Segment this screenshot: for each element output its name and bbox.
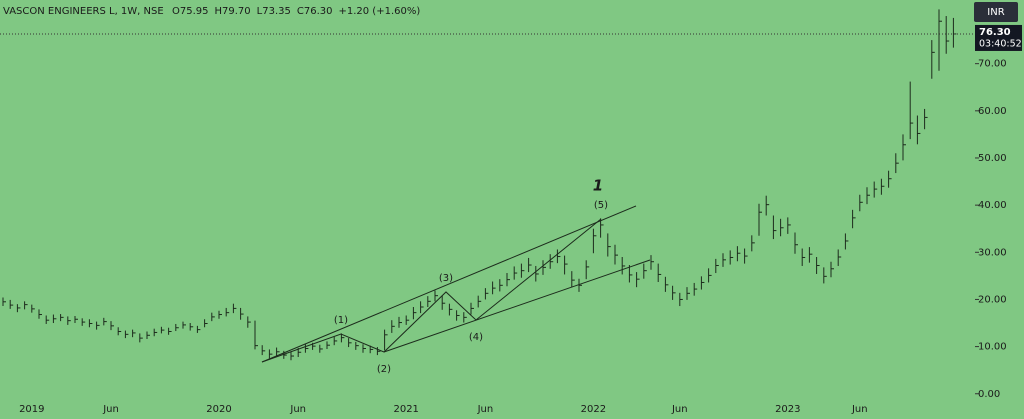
x-tick-label: Jun: [102, 404, 119, 415]
y-tick-label: 20.00: [978, 294, 1007, 305]
y-tick-label: 70.00: [978, 59, 1007, 70]
wave-label: (5): [594, 200, 608, 211]
x-tick-label: Jun: [477, 404, 494, 415]
x-tick-label: 2022: [581, 404, 606, 415]
ohlc-value: C76.30: [297, 6, 333, 17]
drawings: [261, 205, 651, 363]
y-tick-label: 30.00: [978, 247, 1007, 258]
x-tick-label: 2023: [775, 404, 800, 415]
degree-label: 1: [593, 177, 603, 195]
ohlc-value: H79.70: [215, 6, 251, 17]
wave-line: [261, 218, 602, 363]
wave-label: (2): [377, 364, 391, 375]
channel-upper: [261, 205, 637, 363]
y-tick-label: 10.00: [978, 342, 1007, 353]
x-tick-label: Jun: [851, 404, 868, 415]
chart-title: VASCON ENGINEERS L, 1W, NSE: [3, 6, 164, 17]
ohlc-value: +1.20 (+1.60%): [338, 6, 420, 17]
y-tick-label: 40.00: [978, 200, 1007, 211]
currency-box: [974, 2, 1018, 22]
x-tick-label: Jun: [289, 404, 306, 415]
y-tick-label: 0.00: [978, 389, 1000, 400]
x-tick-label: 2019: [19, 404, 44, 415]
bars: [2, 9, 957, 361]
channel-lower: [383, 259, 651, 353]
wave-label: (4): [469, 332, 483, 343]
countdown: 03:40:52: [979, 38, 1022, 49]
price-box: [975, 24, 1022, 51]
wave-label: (1): [334, 315, 348, 326]
currency: INR: [987, 7, 1004, 18]
x-tick-label: 2021: [393, 404, 418, 415]
ohlc-value: O75.95: [172, 6, 209, 17]
x-tick-label: 2020: [206, 404, 231, 415]
y-tick-label: 50.00: [978, 153, 1007, 164]
wave-label: (3): [439, 273, 453, 284]
price-label: 76.30: [979, 27, 1011, 38]
y-tick-label: 60.00: [978, 106, 1007, 117]
ohlc-value: L73.35: [257, 6, 291, 17]
x-tick-label: Jun: [671, 404, 688, 415]
